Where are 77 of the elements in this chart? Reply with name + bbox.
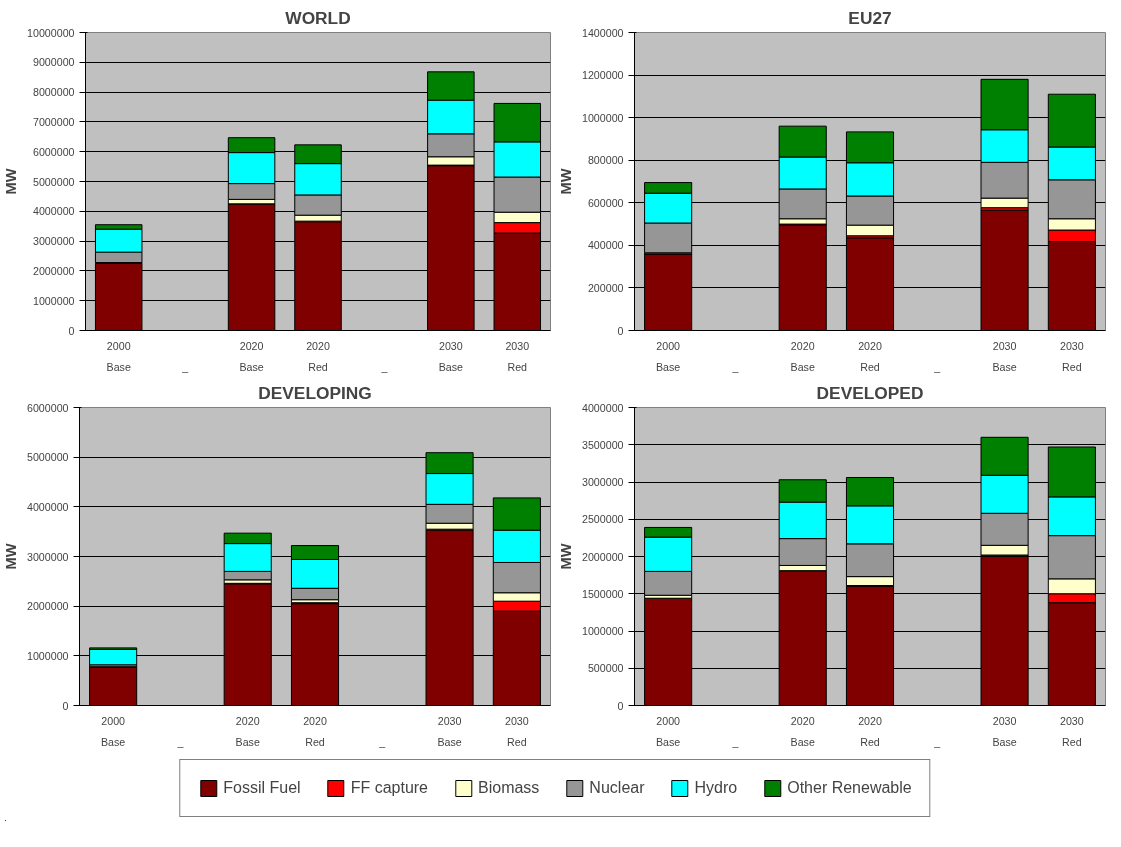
y-tick-label: 0	[62, 699, 69, 712]
y-tick-label: 7000000	[33, 115, 75, 128]
category-label: 2000 Base	[656, 339, 681, 373]
legend-label: FF capture	[350, 778, 429, 797]
y-tick-label: 5000000	[27, 451, 69, 464]
y-tick-label: 0	[617, 324, 624, 337]
y-tick-label: 0	[617, 699, 624, 712]
x-tick-label: _	[731, 735, 740, 748]
y-tick-label: 200000	[587, 281, 624, 294]
category-label: 2020 Red	[306, 339, 330, 373]
category-label: 2000 Base	[106, 339, 131, 373]
category-label: 2030 Red	[505, 339, 530, 373]
y-axis-title: MW	[3, 168, 20, 195]
y-tick-label: 1200000	[582, 69, 624, 82]
category-label: 2030 Red	[1060, 714, 1084, 748]
legend-label: Hydro	[694, 778, 738, 797]
category-label: 2030 Red	[1060, 339, 1084, 373]
y-tick-label: 1000000	[582, 625, 624, 637]
chart-title: EU27	[848, 7, 892, 28]
y-tick-label: 5000000	[33, 175, 75, 188]
category-label: 2000 Base	[656, 714, 681, 748]
category-label: 2030 Base	[992, 339, 1017, 373]
category-label: 2020 Base	[790, 714, 815, 748]
y-tick-label: 1400000	[582, 26, 624, 39]
y-tick-label: 0	[68, 324, 75, 337]
category-label: 2030 Base	[438, 339, 464, 373]
x-tick-label: _	[933, 735, 942, 748]
legend-label: Other Renewable	[787, 778, 912, 797]
y-tick-label: 2000000	[33, 264, 75, 277]
y-tick-label: 2500000	[582, 513, 624, 526]
y-axis-title: MW	[558, 168, 575, 195]
chart-title: DEVELOPING	[258, 382, 372, 403]
legend-label: Biomass	[478, 778, 540, 797]
y-tick-label: 1500000	[582, 587, 624, 600]
category-label: 2020 Base	[235, 714, 260, 748]
y-tick-label: 10000000	[27, 26, 75, 39]
y-tick-label: 6000000	[33, 145, 75, 158]
category-label: 2020 Red	[303, 714, 327, 748]
x-tick-label: _	[176, 735, 185, 748]
y-tick-label: 1000000	[33, 294, 75, 307]
x-tick-label: _	[380, 360, 389, 373]
y-tick-label: 2000000	[27, 600, 69, 613]
y-tick-label: 3000000	[33, 235, 75, 248]
y-tick-label: 6000000	[27, 401, 69, 414]
y-axis-title: MW	[3, 543, 20, 570]
category-label: 2030 Base	[992, 714, 1017, 748]
y-tick-label: 600000	[587, 196, 624, 209]
y-tick-label: 1000000	[27, 649, 69, 662]
category-label: 2020 Red	[858, 714, 882, 748]
y-tick-label: 3500000	[582, 438, 624, 451]
y-tick-label: 4000000	[33, 205, 75, 218]
y-tick-label: 3000000	[27, 550, 69, 563]
x-tick-label: _	[378, 735, 387, 748]
category-label: 2020 Base	[790, 339, 815, 373]
y-tick-label: 4000000	[582, 401, 624, 414]
y-tick-label: 3000000	[582, 476, 624, 488]
x-tick-label: _	[933, 360, 942, 373]
y-tick-label: 500000	[587, 662, 624, 675]
category-label: 2030 Red	[505, 714, 529, 748]
chart-title: DEVELOPED	[816, 382, 924, 403]
x-tick-label: _	[181, 360, 190, 373]
legend-label: Fossil Fuel	[223, 778, 301, 797]
chart-title: WORLD	[285, 7, 351, 28]
category-label: 2000 Base	[101, 714, 126, 748]
legend-label: Nuclear	[589, 778, 645, 797]
x-tick-label: _	[731, 360, 740, 373]
y-tick-label: 8000000	[33, 86, 75, 99]
y-tick-label: 400000	[587, 239, 624, 252]
category-label: 2020 Red	[858, 339, 882, 373]
category-label: 2030 Base	[437, 714, 462, 748]
y-tick-label: 4000000	[27, 500, 69, 513]
y-tick-label: 9000000	[33, 56, 75, 69]
category-label: 2020 Base	[239, 339, 264, 373]
y-tick-label: 800000	[587, 154, 624, 167]
y-axis-title: MW	[558, 543, 575, 570]
y-tick-label: 2000000	[582, 550, 624, 563]
y-tick-label: 1000000	[582, 111, 624, 124]
